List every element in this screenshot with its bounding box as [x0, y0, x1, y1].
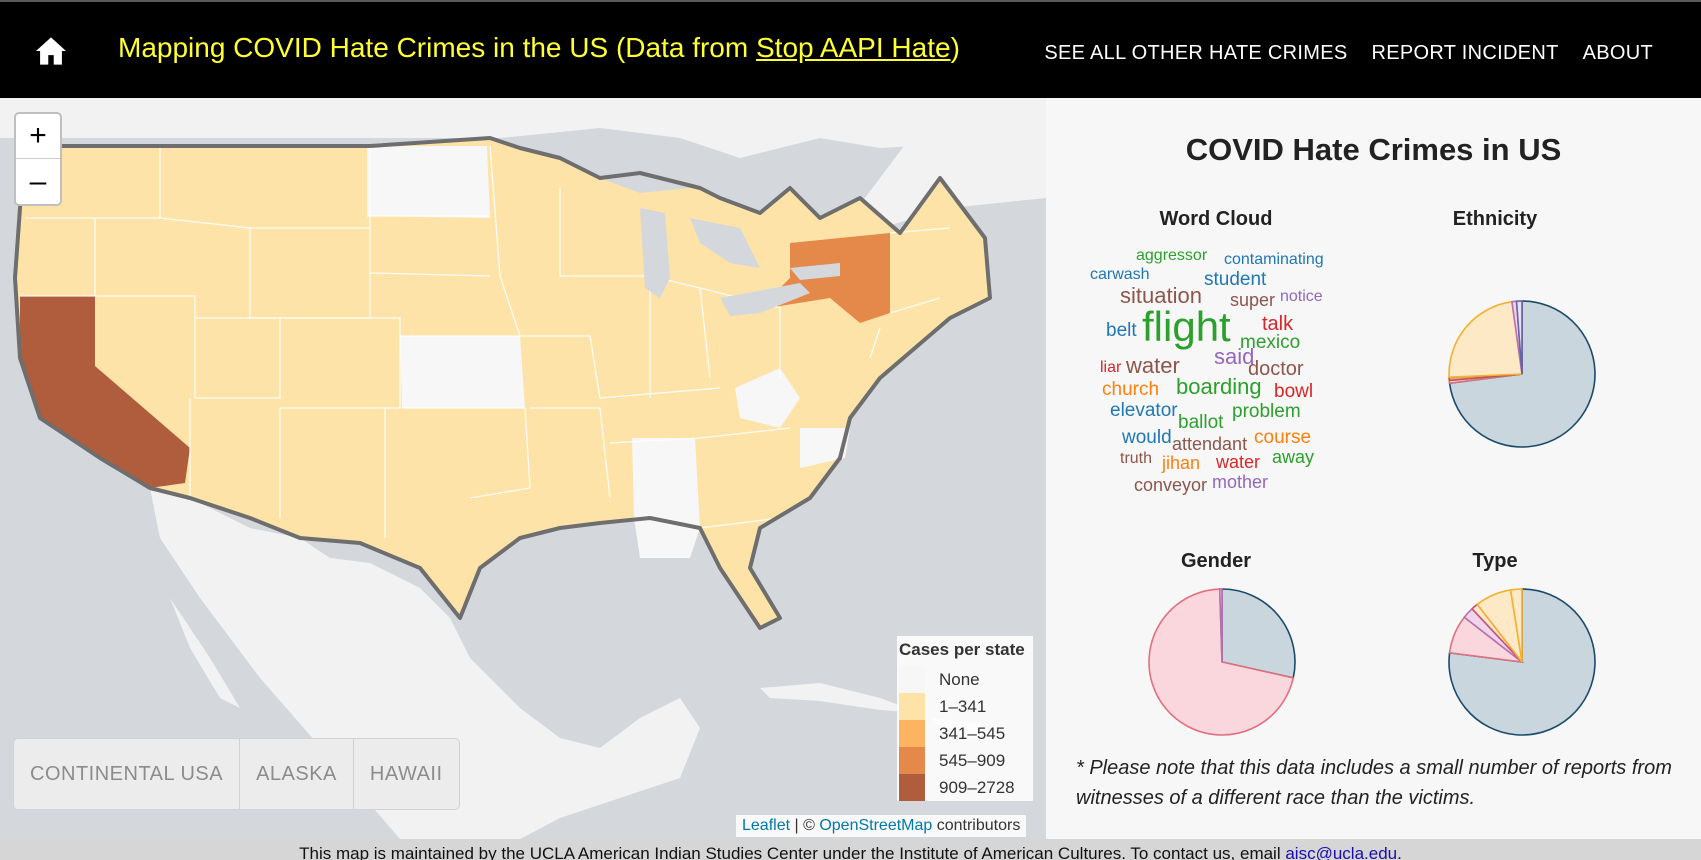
nav-link-other-hate-crimes[interactable]: SEE ALL OTHER HATE CRIMES — [1044, 42, 1348, 64]
ethnicity-title: Ethnicity — [1452, 208, 1538, 230]
legend-swatch — [899, 720, 925, 747]
contact-email-link[interactable]: aisc@ucla.edu — [1285, 844, 1398, 860]
word-cloud-word: conveyor — [1134, 475, 1208, 495]
stop-aapi-hate-link[interactable]: Stop AAPI Hate — [755, 32, 951, 63]
word-cloud-word: belt — [1106, 320, 1137, 341]
legend-swatch — [899, 747, 925, 774]
word-cloud-word: carwash — [1090, 266, 1150, 283]
word-cloud-word: talk — [1262, 313, 1294, 335]
map-canvas[interactable]: + – CONTINENTAL USA ALASKA HAWAII Cases … — [0, 98, 1046, 839]
word-cloud-word: truth — [1120, 450, 1153, 467]
top-border — [0, 0, 1701, 2]
legend-swatch — [899, 666, 925, 693]
map-attribution: Leaflet | © OpenStreetMap contributors — [736, 815, 1027, 837]
word-cloud-word: notice — [1280, 288, 1323, 305]
pie-slice[interactable] — [1221, 588, 1296, 679]
region-selector: CONTINENTAL USA ALASKA HAWAII — [13, 738, 460, 810]
word-cloud-word: mother — [1212, 472, 1269, 492]
legend-item: 341–545 — [899, 720, 1031, 747]
legend-title: Cases per state — [899, 640, 1025, 659]
leaflet-link[interactable]: Leaflet — [742, 817, 791, 834]
word-cloud-word: water — [1216, 452, 1261, 472]
word-cloud-word: boarding — [1176, 374, 1262, 399]
word-cloud-title: Word Cloud — [1159, 208, 1273, 230]
home-icon[interactable] — [34, 36, 68, 66]
type-title: Type — [1472, 550, 1518, 572]
word-cloud-word: flight — [1142, 303, 1231, 350]
gender-pie-chart — [1148, 588, 1296, 736]
word-cloud-word: problem — [1232, 401, 1301, 422]
pie-slice[interactable] — [1148, 588, 1295, 736]
word-cloud-word: aggressor — [1136, 247, 1208, 264]
legend-label: 545–909 — [939, 750, 1006, 770]
word-cloud-word: ballot — [1178, 412, 1224, 433]
word-cloud-word: attendant — [1172, 434, 1248, 454]
word-cloud-word: bowl — [1274, 381, 1314, 402]
gender-title: Gender — [1180, 550, 1252, 572]
pie-slice[interactable] — [1218, 588, 1223, 663]
word-cloud-word: super — [1230, 290, 1276, 310]
legend-item: 545–909 — [899, 747, 1031, 774]
word-cloud-word: elevator — [1110, 400, 1178, 421]
zoom-out-button[interactable]: – — [29, 164, 47, 198]
word-cloud-word: water — [1126, 353, 1180, 378]
title-prefix: Mapping COVID Hate Crimes in the US (Dat… — [118, 32, 756, 63]
ethnicity-pie-chart — [1448, 300, 1596, 448]
panel-title: COVID Hate Crimes in US — [1185, 132, 1562, 167]
title-suffix: ) — [950, 32, 960, 63]
word-cloud-word: church — [1102, 379, 1160, 400]
legend-item: 1–341 — [899, 693, 1031, 720]
legend-label: None — [939, 669, 980, 689]
legend-swatch — [899, 774, 925, 801]
word-cloud-word: student — [1204, 269, 1267, 290]
zoom-control: + – — [14, 112, 62, 206]
word-cloud-word: would — [1122, 427, 1172, 448]
zoom-in-button[interactable]: + — [16, 114, 60, 159]
region-hawaii-button[interactable]: HAWAII — [369, 763, 443, 785]
nav-link-report-incident[interactable]: REPORT INCIDENT — [1371, 42, 1559, 64]
attribution-separator: | © — [790, 817, 820, 834]
data-note: * Please note that this data includes a … — [1076, 757, 1672, 809]
word-cloud-word: jihan — [1162, 453, 1201, 473]
legend-label: 909–2728 — [939, 777, 1015, 797]
word-cloud-word: away — [1272, 447, 1315, 467]
legend-label: 1–341 — [939, 696, 987, 716]
legend-label: 341–545 — [939, 723, 1006, 743]
legend-item: 909–2728 — [899, 774, 1031, 801]
footer-end: . — [1397, 844, 1402, 860]
footer: This map is maintained by the UCLA Ameri… — [0, 839, 1701, 860]
osm-link[interactable]: OpenStreetMap — [819, 817, 933, 834]
word-cloud-word: liar — [1100, 359, 1122, 376]
word-cloud: aggressor contaminating carwash student situ… — [1086, 248, 1346, 508]
map-basemap — [0, 98, 1046, 839]
region-alaska-button[interactable]: ALASKA — [240, 739, 354, 809]
legend-item: None — [899, 666, 1031, 693]
region-continental-button[interactable]: CONTINENTAL USA — [14, 739, 241, 809]
pie-slice[interactable] — [1515, 300, 1523, 375]
nav-link-about[interactable]: ABOUT — [1582, 42, 1653, 64]
word-cloud-word: said — [1214, 344, 1255, 369]
stats-panel: COVID Hate Crimes in US Word Cloud Ethni… — [1046, 98, 1701, 839]
type-pie-chart — [1448, 588, 1596, 736]
pie-slice[interactable] — [1448, 300, 1523, 379]
nav-links: SEE ALL OTHER HATE CRIMES REPORT INCIDEN… — [1044, 42, 1653, 65]
page-title: Mapping COVID Hate Crimes in the US (Dat… — [118, 32, 960, 64]
footer-text: This map is maintained by the UCLA Ameri… — [299, 844, 1286, 860]
word-cloud-word: contaminating — [1224, 251, 1324, 268]
word-cloud-word: situation — [1120, 283, 1202, 308]
legend-swatch — [899, 693, 925, 720]
word-cloud-word: doctor — [1248, 358, 1304, 380]
navbar: Mapping COVID Hate Crimes in the US (Dat… — [0, 2, 1701, 98]
word-cloud-word: course — [1254, 427, 1312, 448]
map-legend: Cases per state None 1–341 341–545 545–909 9… — [897, 636, 1033, 801]
word-cloud-word: mexico — [1240, 332, 1301, 353]
pie-slice[interactable] — [1509, 588, 1523, 663]
attribution-suffix: contributors — [932, 817, 1021, 834]
